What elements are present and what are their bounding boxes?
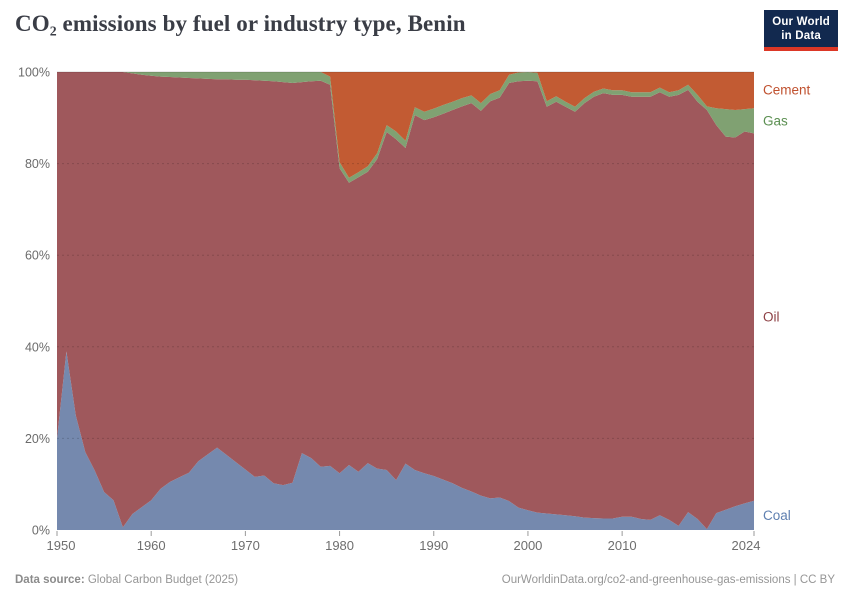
x-tick-label-2010: 2010 [608,538,637,553]
area-oil[interactable] [57,72,754,530]
y-tick-label-40: 40% [25,340,50,354]
y-tick-label-80: 80% [25,157,50,171]
x-tick-label-1990: 1990 [419,538,448,553]
data-source-note: Data source: Global Carbon Budget (2025) [15,574,238,586]
y-tick-label-100: 100% [18,66,50,80]
chart-footer: Data source: Global Carbon Budget (2025)… [15,574,835,586]
y-tick-label-60: 60% [25,249,50,263]
owid-logo[interactable]: Our World in Data [764,10,838,52]
area-cement[interactable] [57,72,754,178]
area-coal[interactable] [57,351,754,530]
x-tick-label-1970: 1970 [231,538,260,553]
x-tick-label-2000: 2000 [513,538,542,553]
rights-link[interactable]: OurWorldinData.org/co2-and-greenhouse-ga… [501,574,835,586]
legend-label-cement[interactable]: Cement [763,83,811,98]
data-source-value: Global Carbon Budget (2025) [84,574,239,586]
x-tick-label-2024: 2024 [732,538,761,553]
x-tick-label-1980: 1980 [325,538,354,553]
legend-label-coal[interactable]: Coal [763,508,791,523]
page-title: CO₂ emissions by fuel or industry type, … [15,11,466,36]
y-tick-label-20: 20% [25,432,50,446]
owid-logo-line2: in Data [781,30,821,43]
owid-logo-line1: Our World [772,16,830,28]
y-tick-label-0: 0% [32,524,50,538]
x-tick-label-1950: 1950 [47,538,76,553]
data-source-label: Data source: [15,574,85,586]
legend-label-gas[interactable]: Gas [763,113,788,128]
legend-label-oil[interactable]: Oil [763,310,780,325]
x-tick-label-1960: 1960 [137,538,166,553]
